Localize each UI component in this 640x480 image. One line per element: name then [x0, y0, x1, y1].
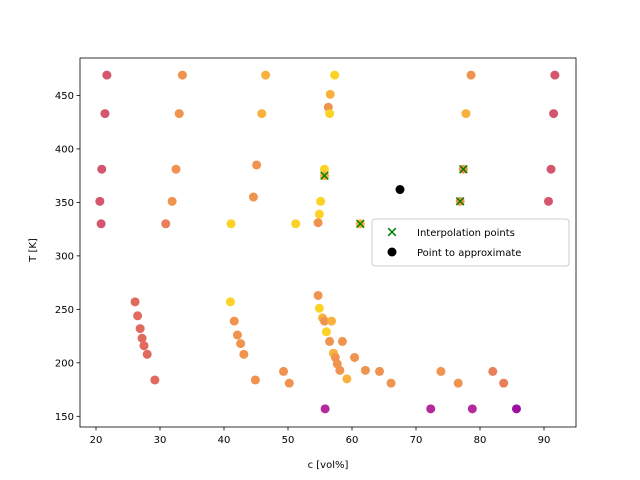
data-point — [250, 375, 260, 385]
plot-area: 20 30 40 50 60 70 80 90 150 200 250 300 350 400 450 — [55, 57, 577, 446]
interpolation-point — [455, 196, 465, 206]
data-point — [133, 311, 143, 321]
data-point — [316, 196, 326, 206]
y-axis-label: T [K] — [28, 238, 39, 263]
data-point — [314, 303, 324, 313]
data-point — [225, 297, 235, 307]
data-point — [232, 330, 242, 340]
data-point — [150, 375, 160, 385]
data-point — [95, 196, 105, 206]
x-tick-label: 70 — [410, 435, 423, 446]
data-point — [325, 109, 335, 119]
x-tick-label: 40 — [218, 435, 231, 446]
data-point — [139, 341, 149, 351]
y-tick-label: 300 — [55, 251, 74, 262]
y-tick-label: 450 — [55, 91, 74, 102]
legend-marker-approximation — [387, 247, 397, 257]
data-point — [313, 290, 323, 300]
data-point — [319, 164, 329, 174]
data-point — [102, 70, 112, 80]
data-point — [100, 109, 110, 119]
data-point — [549, 109, 559, 119]
data-point — [453, 378, 463, 388]
interpolation-point — [320, 171, 329, 180]
data-point — [543, 196, 553, 206]
x-tick-label: 30 — [154, 435, 167, 446]
data-point — [137, 333, 147, 343]
data-point — [130, 297, 140, 307]
data-point — [177, 70, 187, 80]
data-point — [360, 365, 370, 375]
data-point — [248, 192, 258, 202]
data-point — [466, 70, 476, 80]
data-point — [236, 339, 246, 349]
data-point — [550, 70, 560, 80]
data-point — [461, 109, 471, 119]
x-tick-label: 50 — [282, 435, 295, 446]
data-point — [325, 336, 335, 346]
data-point — [135, 324, 145, 334]
data-point — [291, 219, 301, 229]
data-point — [97, 164, 107, 174]
data-point — [161, 219, 171, 229]
data-point — [319, 316, 329, 326]
data-point — [436, 366, 446, 376]
data-point — [167, 196, 177, 206]
y-tick-label: 150 — [55, 412, 74, 423]
legend: Interpolation points Point to approximate — [371, 218, 570, 267]
data-point — [335, 365, 345, 375]
x-tick-label: 20 — [90, 435, 103, 446]
data-point — [330, 70, 340, 80]
x-tick-label: 80 — [474, 435, 487, 446]
data-point — [284, 378, 294, 388]
data-point — [426, 404, 436, 414]
data-point — [313, 218, 323, 228]
data-point — [467, 404, 477, 414]
data-point — [239, 349, 249, 359]
x-tick-label: 60 — [346, 435, 359, 446]
data-point — [171, 164, 181, 174]
data-point — [257, 109, 267, 119]
legend-box — [371, 218, 570, 267]
data-point — [314, 209, 324, 219]
data-point — [252, 160, 262, 170]
data-point — [386, 378, 396, 388]
y-tick-label: 400 — [55, 144, 74, 155]
x-tick-label: 90 — [538, 435, 551, 446]
data-point — [321, 327, 331, 337]
data-point — [488, 366, 498, 376]
data-point — [320, 404, 330, 414]
data-point — [327, 316, 337, 326]
legend-marker-interpolation — [387, 227, 397, 237]
data-point — [499, 378, 509, 388]
data-point — [142, 349, 152, 359]
y-tick-label: 350 — [55, 198, 74, 209]
legend-label-approximation: Point to approximate — [417, 248, 521, 259]
legend-label-interpolation: Interpolation points — [417, 228, 515, 239]
interpolation-point — [459, 164, 468, 174]
data-point — [511, 404, 521, 414]
interpolation-point — [355, 219, 365, 229]
data-point — [279, 366, 289, 376]
data-point — [226, 219, 236, 229]
data-point — [337, 336, 347, 346]
data-point — [375, 366, 385, 376]
data-point — [229, 316, 239, 326]
data-point — [174, 109, 184, 119]
data-point — [96, 219, 106, 229]
data-point — [546, 164, 556, 174]
axes-frame — [79, 57, 577, 428]
y-tick-label: 200 — [55, 358, 74, 369]
data-point — [325, 89, 335, 99]
y-tick-label: 250 — [55, 305, 74, 316]
x-axis-label: c [vol%] — [308, 460, 349, 471]
data-point — [350, 352, 360, 362]
data-point — [342, 374, 352, 384]
data-point — [261, 70, 271, 80]
approximation-point — [395, 185, 405, 195]
